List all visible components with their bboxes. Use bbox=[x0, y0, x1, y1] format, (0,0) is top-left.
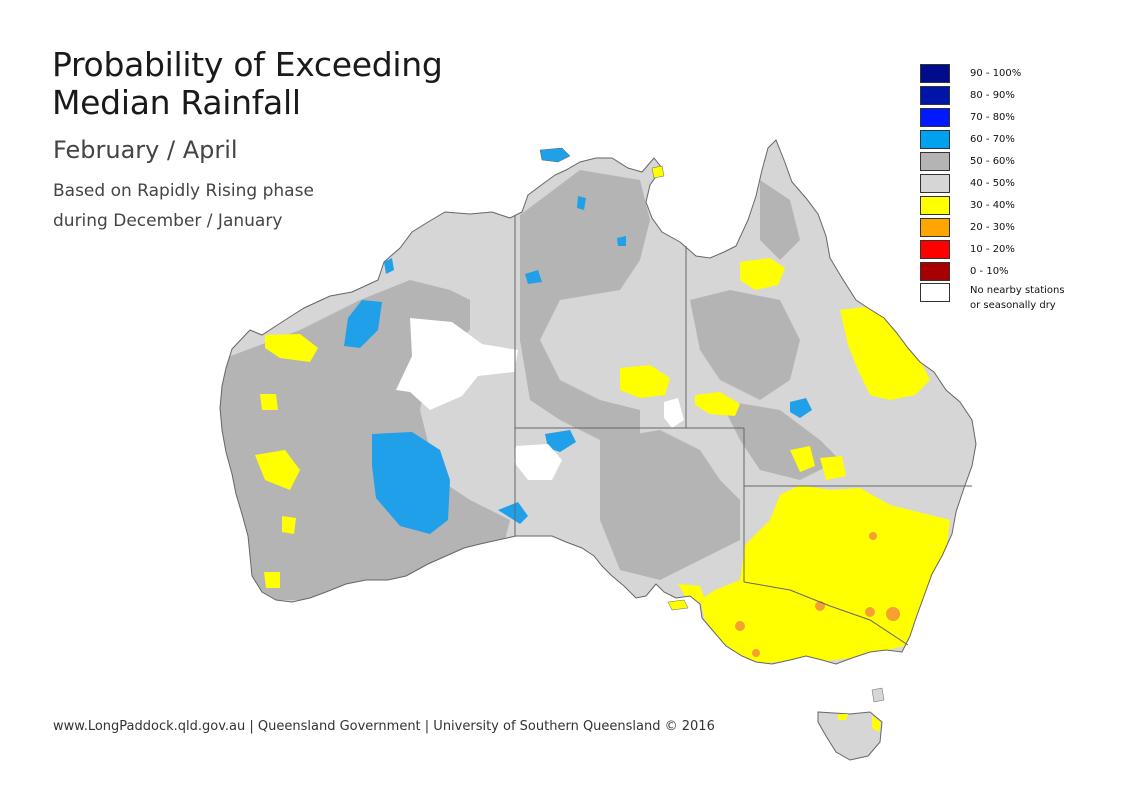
region-60-70-qld bbox=[790, 398, 812, 418]
legend-swatch bbox=[920, 63, 950, 83]
legend-note-line-2: or seasonally dry bbox=[970, 300, 1056, 311]
legend-swatch bbox=[920, 173, 950, 193]
description-line-1: Based on Rapidly Rising phase bbox=[53, 181, 314, 201]
region-20-30-e bbox=[752, 649, 760, 657]
tasmania-yellow bbox=[872, 716, 881, 732]
region-30-40-cape bbox=[740, 258, 785, 290]
region-30-40-pilbara bbox=[265, 334, 318, 362]
legend-label: 50 - 60% bbox=[970, 155, 1015, 167]
region-30-40-wa-mid bbox=[260, 394, 278, 410]
legend-label: 0 - 10% bbox=[970, 265, 1009, 277]
state-borders bbox=[514, 216, 972, 646]
legend-swatch bbox=[920, 107, 950, 127]
region-30-40-wa-south bbox=[282, 516, 296, 534]
map-description: Based on Rapidly Rising phase during Dec… bbox=[53, 176, 314, 236]
region-no-data-sa bbox=[514, 444, 562, 480]
region-30-40-sa-gulf bbox=[678, 584, 705, 604]
region-20-30-c bbox=[886, 607, 900, 621]
region-60-70-nt-mid bbox=[617, 236, 626, 246]
region-60-70-nt-west bbox=[525, 270, 542, 284]
legend-label: 90 - 100% bbox=[970, 67, 1022, 79]
flinders-island bbox=[871, 687, 885, 703]
legend-label: 10 - 20% bbox=[970, 243, 1015, 255]
legend-item: 40 - 50% bbox=[920, 172, 1065, 194]
legend-item: 60 - 70% bbox=[920, 128, 1065, 150]
region-60-70-wa-east bbox=[498, 502, 528, 524]
region-30-40-qld-coast bbox=[840, 305, 930, 400]
region-30-40-nt bbox=[620, 365, 670, 398]
legend-item: 20 - 30% bbox=[920, 216, 1065, 238]
groote-eylandt bbox=[651, 165, 665, 179]
region-30-40-qld-south2 bbox=[820, 456, 846, 480]
legend-swatch-no-data bbox=[920, 283, 950, 302]
region-50-60-qld bbox=[690, 290, 800, 400]
legend-item: 0 - 10% bbox=[920, 260, 1065, 282]
title-line-1: Probability of Exceeding bbox=[52, 45, 443, 84]
region-30-40-qld-mid bbox=[695, 392, 740, 416]
legend-note-line-1: No nearby stations bbox=[970, 285, 1065, 296]
legend-swatch bbox=[920, 261, 950, 281]
legend-swatch bbox=[920, 85, 950, 105]
legend-item: 70 - 80% bbox=[920, 106, 1065, 128]
region-60-70-nt-north bbox=[577, 196, 586, 210]
tasmania-yellow-2 bbox=[838, 714, 848, 720]
region-50-60-north bbox=[520, 170, 650, 440]
legend-label: 30 - 40% bbox=[970, 199, 1015, 211]
border-nsw-vic bbox=[743, 581, 909, 646]
region-30-40-southeast bbox=[700, 485, 950, 664]
region-no-data-qld bbox=[664, 398, 684, 428]
region-60-70-pilbara bbox=[344, 300, 382, 348]
tasmania-land bbox=[817, 711, 883, 761]
legend-label: 70 - 80% bbox=[970, 111, 1015, 123]
legend-label: 80 - 90% bbox=[970, 89, 1015, 101]
legend-item: 30 - 40% bbox=[920, 194, 1065, 216]
islands bbox=[539, 147, 885, 703]
legend-note: No nearby stations or seasonally dry bbox=[970, 283, 1065, 313]
legend-item: 50 - 60% bbox=[920, 150, 1065, 172]
kangaroo-island bbox=[667, 599, 689, 611]
footer-credits: www.LongPaddock.qld.gov.au | Queensland … bbox=[53, 719, 715, 734]
legend-label: 20 - 30% bbox=[970, 221, 1015, 233]
legend-swatch bbox=[920, 129, 950, 149]
tasmania bbox=[817, 711, 883, 761]
legend-label: 60 - 70% bbox=[970, 133, 1015, 145]
region-20-30-b bbox=[865, 607, 875, 617]
legend-item-no-data: No nearby stations or seasonally dry bbox=[920, 282, 1065, 317]
region-60-70-sa-north bbox=[545, 430, 576, 452]
legend-swatch bbox=[920, 239, 950, 259]
description-line-2: during December / January bbox=[53, 211, 283, 231]
region-30-40-qld-south bbox=[790, 446, 815, 472]
title-line-2: Median Rainfall bbox=[52, 83, 301, 122]
legend-item: 10 - 20% bbox=[920, 238, 1065, 260]
map-subtitle: February / April bbox=[53, 136, 238, 164]
legend-swatch bbox=[920, 217, 950, 237]
region-no-data-wa bbox=[396, 318, 518, 410]
region-60-70-kimberley bbox=[384, 258, 394, 274]
region-20-30-d bbox=[735, 621, 745, 631]
map-title: Probability of Exceeding Median Rainfall bbox=[52, 46, 443, 122]
melville-island bbox=[539, 147, 571, 163]
legend-label: 40 - 50% bbox=[970, 177, 1015, 189]
region-20-30-f bbox=[869, 532, 877, 540]
region-60-70-wa-central bbox=[372, 432, 450, 534]
region-30-40-wa-west bbox=[255, 450, 300, 490]
legend-item: 90 - 100% bbox=[920, 62, 1065, 84]
region-50-60-sa bbox=[600, 430, 740, 580]
mainland-australia bbox=[219, 139, 977, 665]
legend-swatch bbox=[920, 195, 950, 215]
legend: 90 - 100% 80 - 90% 70 - 80% 60 - 70% 50 … bbox=[920, 62, 1065, 317]
legend-item: 80 - 90% bbox=[920, 84, 1065, 106]
region-50-60-qld-north bbox=[760, 180, 800, 260]
region-30-40-wa-sw bbox=[264, 572, 280, 588]
legend-swatch bbox=[920, 151, 950, 171]
